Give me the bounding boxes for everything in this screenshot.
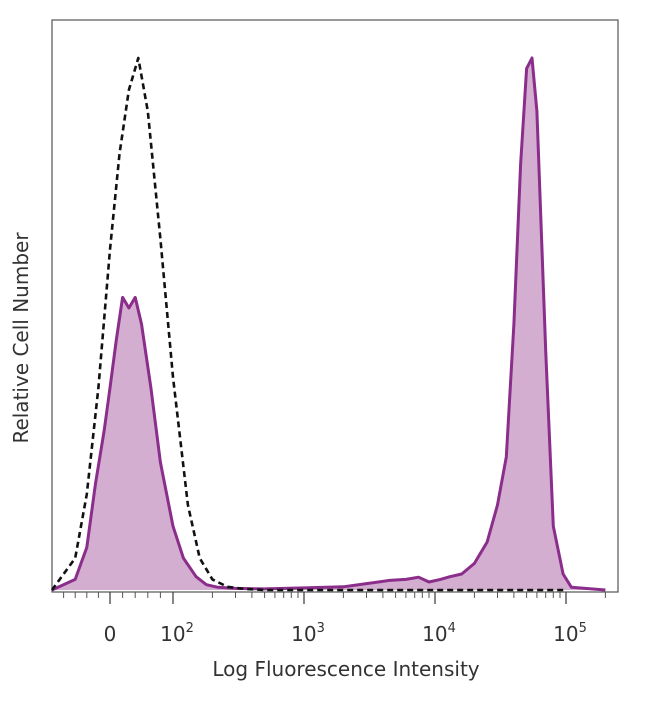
stained-histogram-line <box>51 56 606 592</box>
control-histogram-dashed-line <box>50 56 566 592</box>
tick-label: 102 <box>160 621 194 646</box>
chart-marks <box>50 56 606 592</box>
tick-label: 104 <box>422 621 456 646</box>
tick-label: 0 <box>104 622 117 646</box>
stained-histogram-fill <box>52 58 606 590</box>
x-axis-ticks: 0 102 103 104 105 <box>63 592 606 646</box>
x-axis-label: Log Fluorescence Intensity <box>212 657 479 681</box>
tick-label: 105 <box>553 621 587 646</box>
tick-label: 103 <box>291 621 325 646</box>
y-axis-label: Relative Cell Number <box>9 232 33 444</box>
